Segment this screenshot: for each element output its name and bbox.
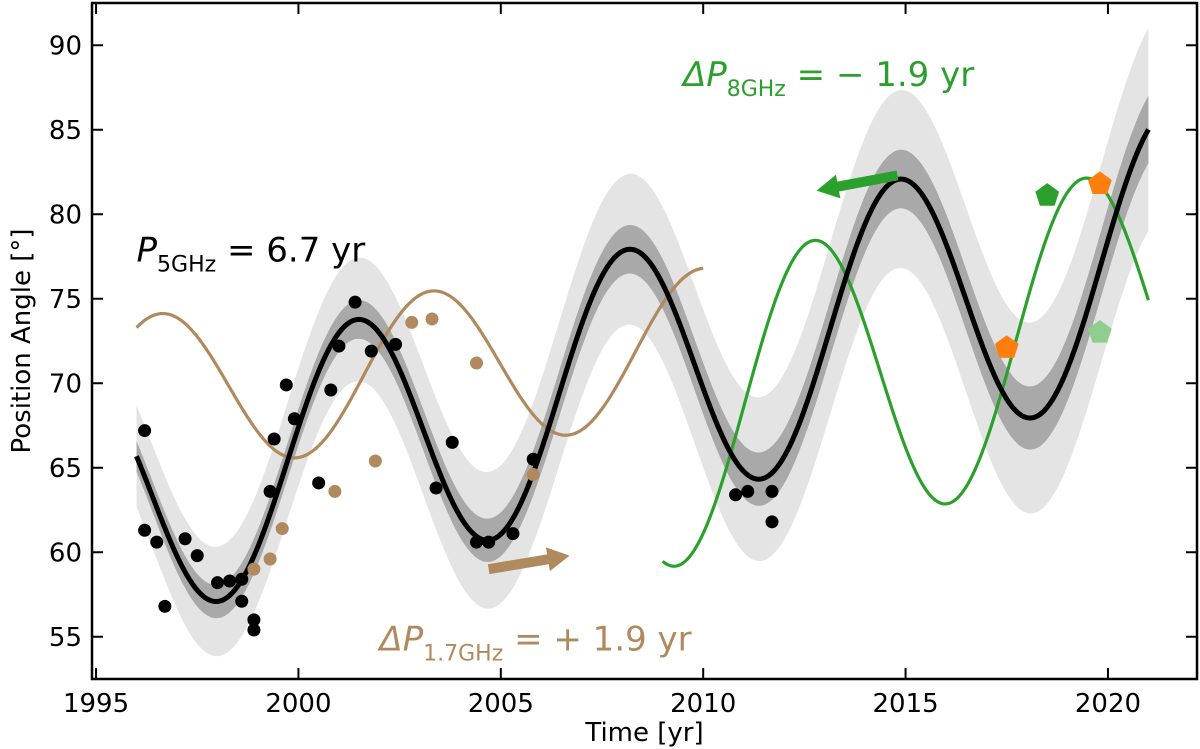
x-tick-label: 1995 — [63, 689, 129, 719]
data-point-5ghz — [526, 452, 540, 466]
data-point-1.7ghz — [328, 484, 342, 498]
annotation-value: = + 1.9 yr — [503, 619, 691, 659]
data-point-5ghz — [741, 484, 755, 498]
data-point-5ghz — [235, 594, 249, 608]
annotation-subscript: 1.7GHz — [423, 641, 503, 666]
data-point-5ghz — [138, 424, 152, 438]
data-point-5ghz — [235, 572, 249, 586]
data-point-1.7ghz — [470, 356, 484, 370]
plot-frame — [90, 1, 1199, 681]
pentagon-marker-orange — [1087, 171, 1112, 194]
data-point-1.7ghz — [263, 552, 277, 566]
data-point-5ghz — [729, 488, 743, 502]
arrow-green — [816, 170, 899, 199]
x-tick-label: 2020 — [1075, 689, 1141, 719]
data-point-5ghz — [279, 378, 293, 392]
data-point-1.7ghz — [425, 312, 439, 326]
data-point-5ghz — [312, 476, 326, 490]
outer-uncertainty-band — [136, 28, 1149, 657]
y-tick-label: 90 — [49, 31, 82, 61]
x-tick-label: 2010 — [670, 689, 736, 719]
x-axis-label: Time [yr] — [584, 718, 703, 748]
data-point-5ghz — [324, 383, 338, 397]
annotation-value: = − 1.9 yr — [786, 55, 974, 95]
annotation-subscript: 5GHz — [157, 253, 216, 278]
annotation-symbol: ΔP — [680, 55, 727, 95]
y-axis-label: Position Angle [°] — [7, 228, 37, 453]
plot-area — [134, 28, 1151, 657]
data-point-5ghz — [389, 337, 403, 351]
annotation-symbol: P — [137, 231, 158, 271]
data-point-5ghz — [247, 623, 261, 637]
plot-content — [134, 28, 1151, 657]
pentagon-marker-green — [1035, 183, 1060, 206]
data-point-5ghz — [332, 339, 346, 353]
data-point-5ghz — [287, 412, 301, 426]
data-point-5ghz — [178, 532, 192, 546]
brown-1.7ghz-curve — [135, 266, 704, 460]
inner-uncertainty-band — [136, 95, 1149, 619]
data-point-5ghz — [506, 527, 520, 541]
data-point-1.7ghz — [526, 468, 540, 482]
data-point-5ghz — [482, 535, 496, 549]
data-point-5ghz — [190, 549, 204, 563]
y-tick-label: 65 — [49, 454, 82, 484]
y-tick-label: 55 — [49, 623, 82, 653]
y-tick-label: 75 — [49, 285, 82, 315]
data-point-5ghz — [150, 535, 164, 549]
data-point-5ghz — [267, 432, 281, 446]
data-point-5ghz — [158, 599, 172, 613]
model-5ghz-curve — [134, 128, 1151, 604]
data-point-5ghz — [765, 515, 779, 529]
annotation-value: = 6.7 yr — [216, 231, 365, 271]
data-point-1.7ghz — [275, 522, 289, 536]
data-point-5ghz — [429, 481, 443, 495]
data-point-5ghz — [364, 344, 378, 358]
delta-period-1.7ghz-annotation: ΔP1.7GHz = + 1.9 yr — [376, 619, 691, 666]
data-point-5ghz — [263, 484, 277, 498]
data-point-1.7ghz — [405, 315, 419, 329]
delta-period-8ghz-annotation: ΔP8GHz = − 1.9 yr — [680, 55, 974, 102]
data-point-1.7ghz — [247, 562, 261, 576]
data-point-5ghz — [210, 576, 224, 590]
data-point-5ghz — [348, 295, 362, 309]
data-point-5ghz — [470, 535, 484, 549]
data-point-5ghz — [138, 523, 152, 537]
data-point-5ghz — [223, 574, 237, 588]
pentagon-marker-light_green — [1087, 320, 1112, 343]
y-tick-label: 70 — [49, 369, 82, 399]
annotation-subscript: 8GHz — [727, 77, 786, 102]
data-point-1.7ghz — [368, 454, 382, 468]
x-tick-label: 2015 — [872, 689, 938, 719]
axes: 1995 2000 2005 2010 2015 2020 55 60 65 70 75 80 85 90 — [49, 1, 1199, 719]
annotation-symbol: ΔP — [376, 619, 423, 659]
x-tick-label: 2005 — [468, 689, 534, 719]
y-tick-label: 60 — [49, 538, 82, 568]
x-tick-label: 2000 — [265, 689, 331, 719]
y-tick-label: 85 — [49, 116, 82, 146]
green-8ghz-curve — [661, 176, 1150, 568]
data-point-5ghz — [765, 484, 779, 498]
data-point-5ghz — [247, 613, 261, 627]
data-point-5ghz — [445, 435, 459, 449]
y-tick-label: 80 — [49, 200, 82, 230]
arrow-brown — [487, 547, 570, 575]
period-5ghz-annotation: P5GHz = 6.7 yr — [137, 231, 366, 278]
pentagon-marker-orange — [994, 335, 1019, 358]
